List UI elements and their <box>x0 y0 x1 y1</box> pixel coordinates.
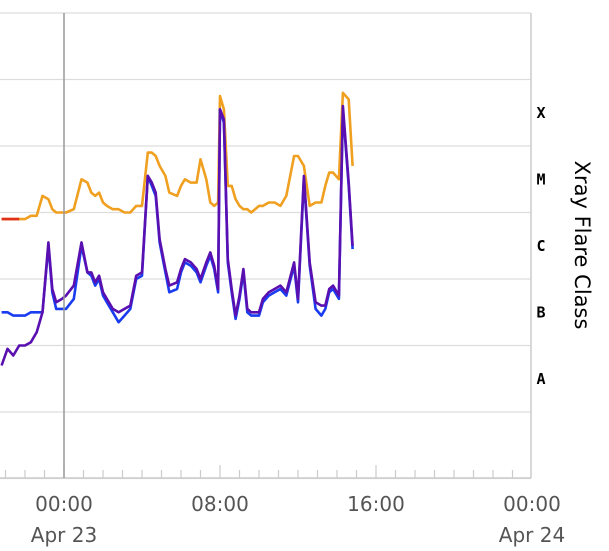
series-line-3[interactable] <box>0 104 354 366</box>
x-tick-time-label: 00:00 <box>35 492 93 516</box>
flare-class-labels: X M C B A <box>536 104 545 388</box>
series-line-1[interactable] <box>1 91 354 221</box>
x-tick-date-label: Apr 24 <box>499 523 565 547</box>
flare-class-label-b: B <box>536 303 545 321</box>
x-tick-time-label: 00:00 <box>503 492 561 516</box>
x-tick-time-label: 08:00 <box>191 492 249 516</box>
series-line-2[interactable] <box>1 108 354 324</box>
flare-class-label-c: C <box>536 237 545 255</box>
flare-class-label-x: X <box>536 104 545 122</box>
flare-class-label-m: M <box>536 170 545 188</box>
x-tick-date-label: Apr 23 <box>31 523 97 547</box>
y-axis-title: Xray Flare Class <box>570 161 594 330</box>
x-tick-time-label: 16:00 <box>347 492 405 516</box>
x-axis-tick-labels: 00:00 Apr 23 08:00 16:00 00:00 Apr 24 <box>31 492 565 547</box>
series-layer <box>0 91 354 366</box>
flare-class-label-a: A <box>536 370 545 388</box>
chart-grid <box>0 12 532 480</box>
